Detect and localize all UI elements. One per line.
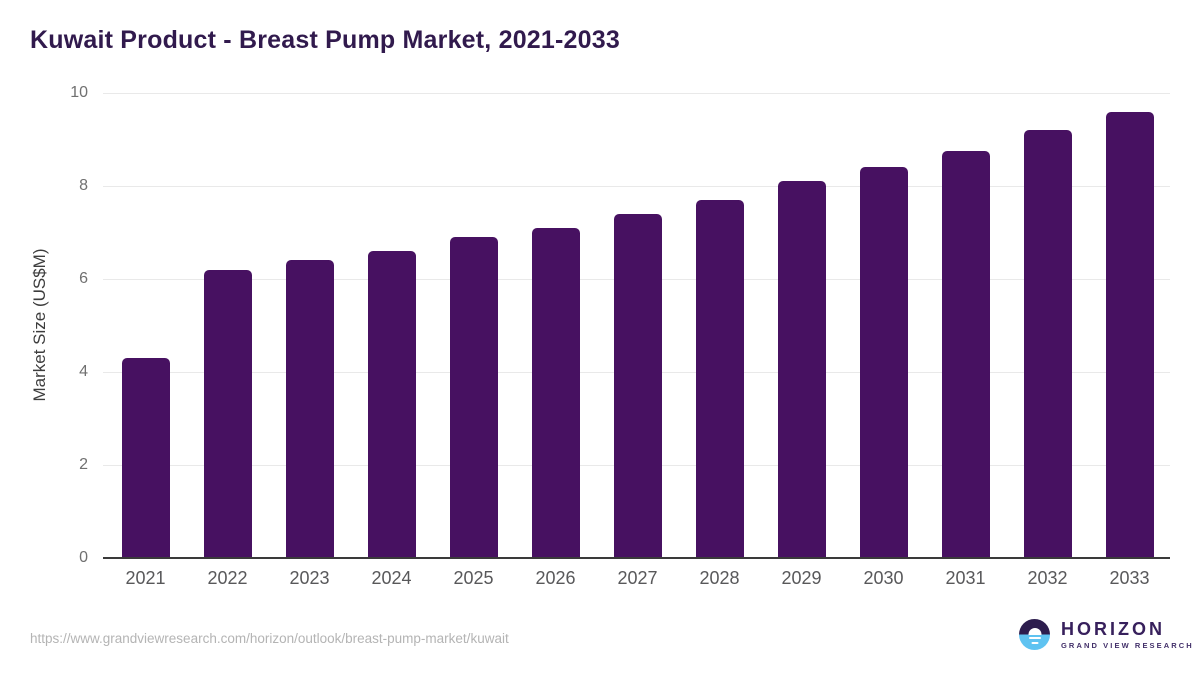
y-tick-label-8: 8 [79,177,88,194]
bar-2029 [777,181,826,558]
bar-2028 [695,199,744,558]
y-tick-label-10: 10 [70,84,88,101]
bar-2027 [613,213,662,558]
logo-name: HORIZON [1061,618,1165,639]
water-reflection-line [1028,637,1041,640]
x-tick-label-2031: 2031 [945,568,986,588]
water-reflection-line [1031,641,1038,644]
chart-title: Kuwait Product - Breast Pump Market, 202… [30,26,620,54]
logo-subtitle: GRAND VIEW RESEARCH [1061,640,1194,650]
bar-2024 [367,251,416,558]
bar-2031 [941,151,990,558]
bar-2026 [531,227,580,558]
x-tick-label-2029: 2029 [781,568,822,588]
bar-2021 [121,358,170,558]
y-tick-label-2: 2 [79,456,88,473]
y-tick-label-4: 4 [79,363,88,380]
x-tick-label-2032: 2032 [1027,568,1068,588]
y-tick-label-6: 6 [79,270,88,287]
x-tick-label-2026: 2026 [535,568,576,588]
bar-2022 [203,269,252,558]
x-tick-label-2025: 2025 [453,568,494,588]
x-tick-label-2022: 2022 [207,568,248,588]
x-tick-label-2030: 2030 [863,568,904,588]
bar-2033 [1105,111,1154,558]
x-tick-label-2021: 2021 [125,568,166,588]
x-tick-label-2033: 2033 [1109,568,1150,588]
bar-2032 [1023,130,1072,558]
y-tick-label-0: 0 [79,549,88,566]
sunset-horizon-icon [1019,619,1050,650]
bar-2025 [449,237,498,558]
plot-area [103,92,1170,559]
gridline-y-8 [103,185,1170,187]
x-tick-label-2027: 2027 [617,568,658,588]
source-url: https://www.grandviewresearch.com/horizo… [30,631,509,646]
horizon-logo: HORIZON GRAND VIEW RESEARCH [1019,619,1194,650]
x-tick-label-2028: 2028 [699,568,740,588]
x-tick-label-2023: 2023 [289,568,330,588]
bar-2030 [859,167,908,558]
sun-dome-shape [1028,627,1041,635]
gridline-y-10 [103,92,1170,94]
x-axis-line [103,557,1170,559]
x-tick-label-2024: 2024 [371,568,412,588]
bar-2023 [285,260,334,558]
logo-text-block: HORIZON GRAND VIEW RESEARCH [1061,618,1194,650]
